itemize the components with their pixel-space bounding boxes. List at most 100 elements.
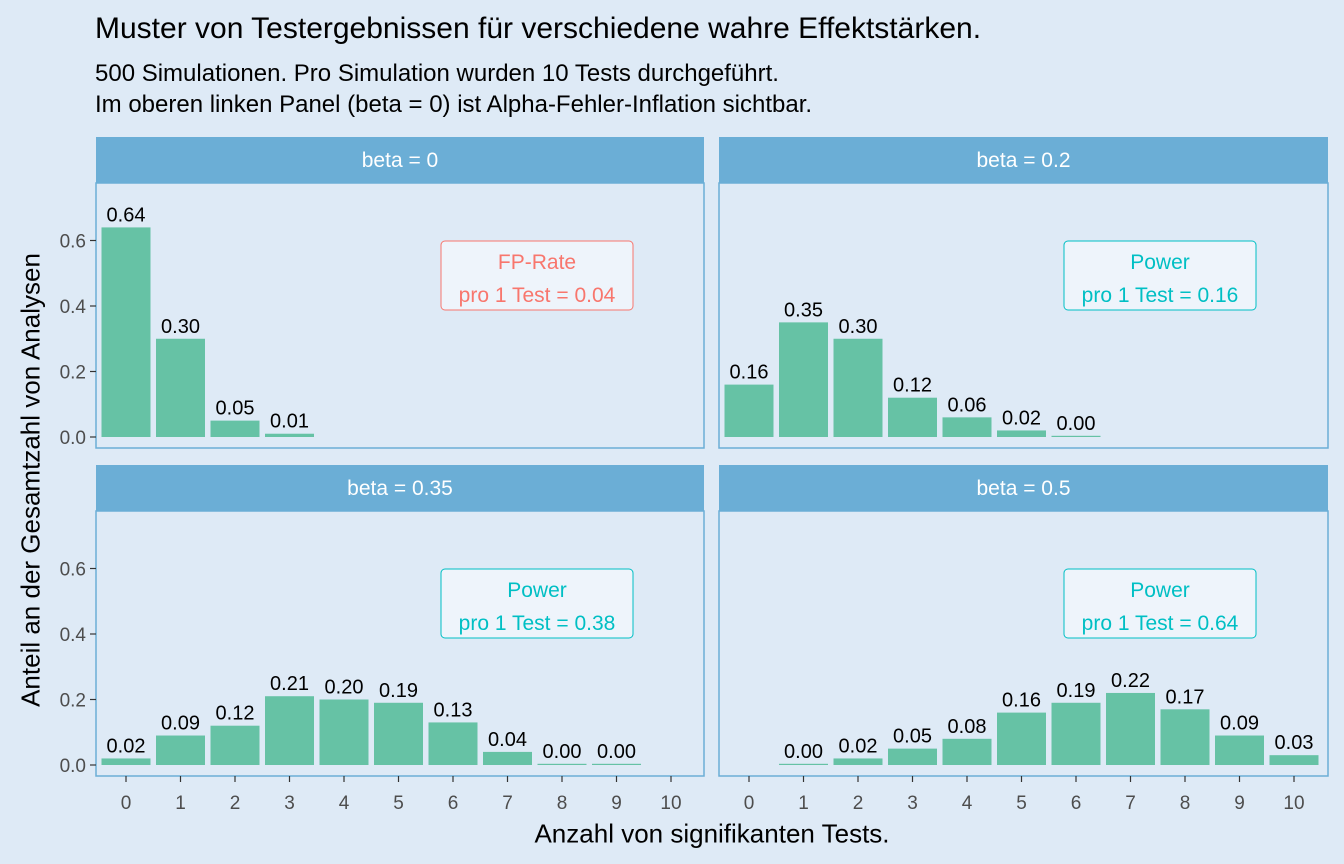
bar-value-label: 0.12 — [216, 703, 255, 725]
bar-value-label: 0.02 — [107, 735, 146, 757]
bar-value-label: 0.19 — [1057, 680, 1096, 702]
y-tick-label: 0.6 — [60, 560, 86, 581]
bar — [101, 227, 151, 437]
facet-panel: beta = 0.2 0.16 0.35 0.30 0.12 0.06 0.02 0.00 Po… — [718, 137, 1329, 449]
x-tick-label: 5 — [1016, 793, 1027, 814]
bar — [1160, 709, 1210, 765]
facet-panel: beta = 0.350.020.09 0.120.21 0.20 0.190.130… — [60, 465, 705, 814]
chart-subtitle-line-1: 500 Simulationen. Pro Simulation wurden … — [95, 60, 779, 87]
bar — [101, 758, 151, 765]
bar — [483, 751, 532, 765]
y-tick-label: 0.0 — [60, 428, 86, 449]
bar-value-label: 0.02 — [839, 735, 878, 757]
bar — [1106, 692, 1155, 765]
facet-strip-label: beta = 0.2 — [977, 149, 1071, 172]
x-tick-label: 4 — [962, 793, 973, 814]
bar — [374, 702, 423, 765]
bar-value-label: 0.17 — [1166, 686, 1205, 708]
facet-strip-label: beta = 0.5 — [977, 477, 1071, 500]
x-tick-label: 10 — [660, 793, 681, 814]
x-tick-label: 1 — [798, 793, 809, 814]
bar-value-label: 0.04 — [488, 729, 527, 751]
y-tick-label: 0.2 — [60, 691, 86, 712]
bar-value-label: 0.16 — [730, 362, 769, 384]
x-tick-label: 7 — [1125, 793, 1136, 814]
bar — [779, 763, 828, 765]
bar — [997, 430, 1046, 437]
bar — [210, 420, 260, 437]
bar-value-label: 0.16 — [1002, 690, 1041, 712]
bar-value-label: 0.02 — [1002, 407, 1041, 429]
x-tick-label: 8 — [557, 793, 568, 814]
bar-value-label: 0.64 — [107, 204, 146, 226]
x-tick-label: 9 — [611, 793, 622, 814]
y-tick-label: 0.0 — [60, 756, 86, 777]
bar-value-label: 0.30 — [161, 316, 200, 338]
x-tick-label: 0 — [744, 793, 755, 814]
bar — [592, 763, 641, 765]
bar — [997, 712, 1046, 765]
bar — [265, 433, 314, 437]
fp-rate-box — [440, 240, 634, 311]
power-box — [1063, 568, 1257, 639]
bar — [265, 696, 314, 765]
x-tick-label: 4 — [339, 793, 350, 814]
bar-value-label: 0.08 — [948, 716, 987, 738]
bar-value-label: 0.20 — [325, 677, 364, 699]
bar — [428, 722, 478, 765]
bar-value-label: 0.00 — [543, 741, 582, 763]
annotation-line-1: FP-Rate — [498, 251, 576, 274]
facet-strip — [719, 465, 1328, 511]
bar-value-label: 0.12 — [893, 375, 932, 397]
bar-value-label: 0.35 — [784, 299, 823, 321]
x-tick-label: 2 — [230, 793, 241, 814]
bar — [210, 725, 260, 765]
facet-strip-label: beta = 0 — [362, 149, 438, 172]
bar-value-label: 0.19 — [379, 680, 418, 702]
x-tick-label: 7 — [502, 793, 513, 814]
x-tick-label: 10 — [1283, 793, 1304, 814]
bar-value-label: 0.22 — [1111, 670, 1150, 692]
facet-strip — [96, 465, 704, 511]
bar — [1215, 735, 1264, 765]
bar — [319, 699, 369, 765]
panel-border — [95, 182, 705, 449]
facet-panel: beta = 0 0.64 0.30 0.05 0.01 FP-Rate pro 1 Tes… — [60, 137, 705, 449]
power-box — [1063, 240, 1257, 311]
x-tick-label: 6 — [448, 793, 459, 814]
x-axis-label: Anzahl von signifikanten Tests. — [534, 818, 890, 849]
panel-border — [95, 510, 705, 777]
chart-subtitle-line-2: Im oberen linken Panel (beta = 0) ist Al… — [95, 91, 813, 118]
y-tick-label: 0.2 — [60, 363, 86, 384]
y-tick-label: 0.6 — [60, 232, 86, 253]
bar — [942, 417, 992, 437]
annotation-line-1: Power — [1130, 579, 1190, 602]
bar — [833, 758, 883, 765]
bar-value-label: 0.21 — [270, 673, 309, 695]
bar — [779, 322, 828, 437]
x-tick-label: 9 — [1234, 793, 1245, 814]
bar — [1051, 435, 1101, 437]
x-tick-label: 6 — [1071, 793, 1082, 814]
bar-value-label: 0.01 — [270, 411, 309, 433]
x-tick-label: 3 — [284, 793, 295, 814]
facet-panel: beta = 0.5 0.00 0.02 0.05 0.08 0.16 0.19 0.22 0.… — [718, 465, 1329, 814]
bar — [888, 748, 937, 765]
facet-strip — [719, 137, 1328, 183]
bar-value-label: 0.00 — [784, 741, 823, 763]
annotation-line-2: pro 1 Test = 0.38 — [459, 612, 616, 635]
annotation-line-2: pro 1 Test = 0.04 — [459, 284, 616, 307]
bar — [724, 384, 774, 437]
bar — [833, 338, 883, 437]
y-tick-label: 0.4 — [60, 625, 87, 646]
annotation-line-1: Power — [1130, 251, 1190, 274]
bar-value-label: 0.06 — [948, 394, 987, 416]
bar-value-label: 0.09 — [161, 713, 200, 735]
bar-value-label: 0.09 — [1220, 713, 1259, 735]
bar-value-label: 0.05 — [216, 398, 255, 420]
x-tick-label: 5 — [393, 793, 404, 814]
bar — [942, 738, 992, 765]
panel-border — [718, 510, 1329, 777]
